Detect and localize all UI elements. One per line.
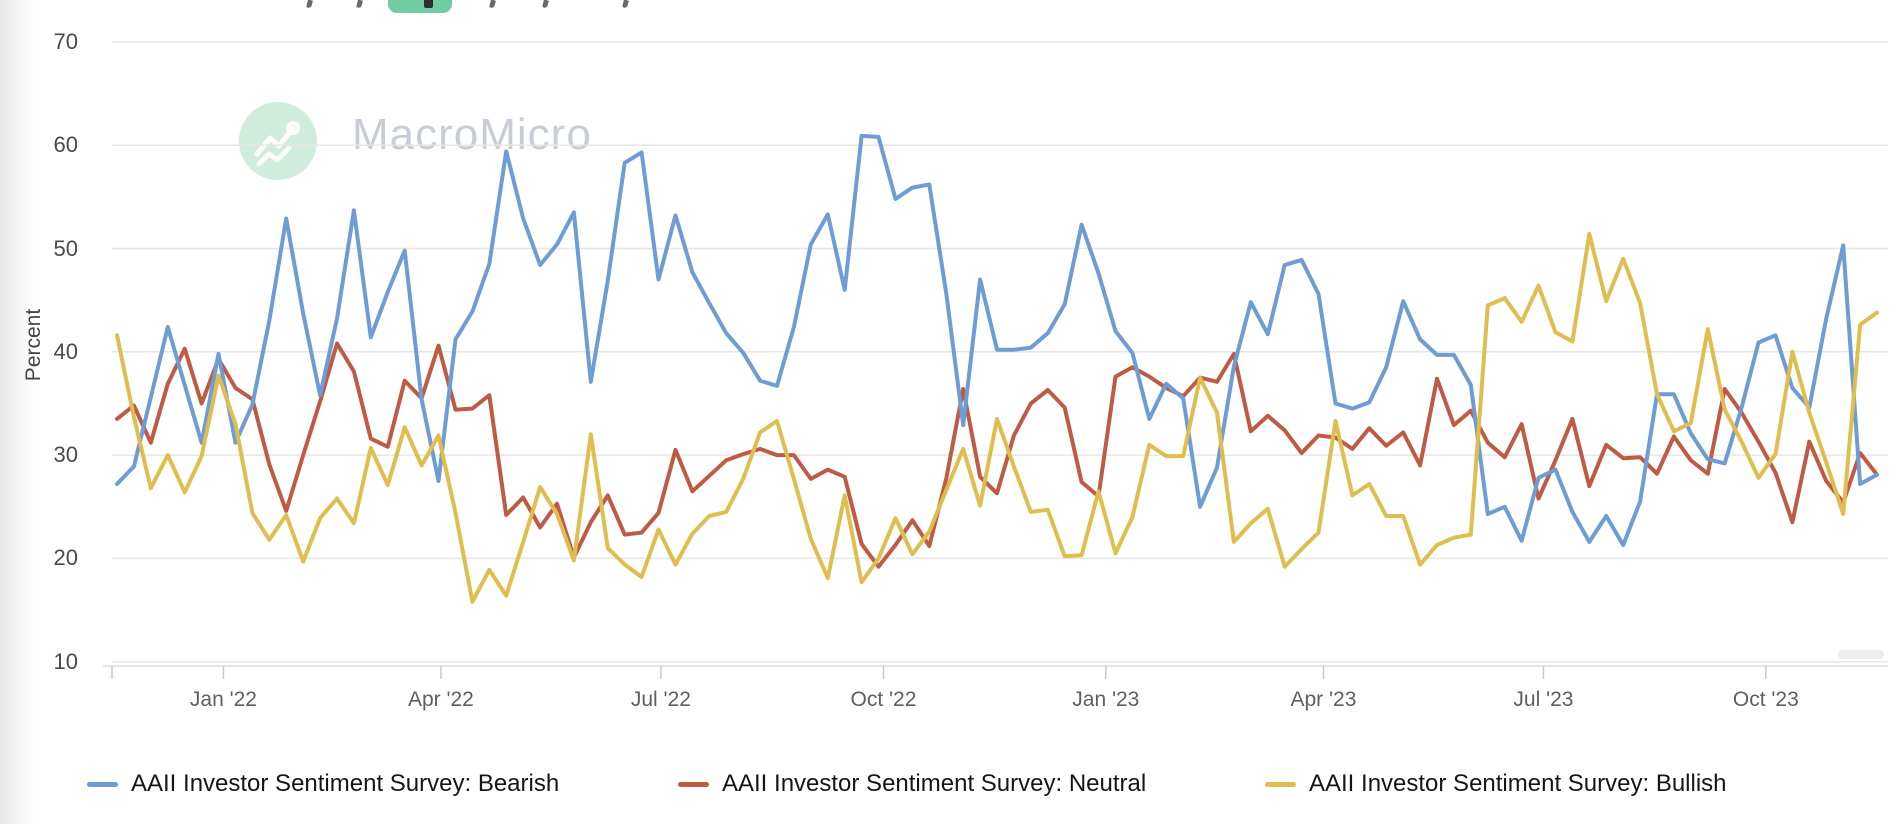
- x-tick-label: Oct '23: [1732, 688, 1799, 711]
- legend-item-bullish[interactable]: AAII Investor Sentiment Survey: Bullish: [1265, 769, 1727, 799]
- x-tick-label: Jul '22: [630, 688, 691, 711]
- x-tick-label: Jan '23: [1072, 688, 1140, 711]
- x-tick-label: Jul '23: [1513, 688, 1574, 711]
- legend-swatch-bullish-icon: [1265, 781, 1296, 787]
- y-tick-label-40: 40: [53, 338, 78, 364]
- series-line-bullish[interactable]: [115, 232, 1879, 604]
- legend-item-bearish[interactable]: AAII Investor Sentiment Survey: Bearish: [87, 769, 559, 799]
- watermark-brand-text: MacroMicro: [352, 110, 592, 159]
- macromicro-logo-icon: [239, 102, 317, 180]
- legend-label-neutral: AAII Investor Sentiment Survey: Neutral: [722, 770, 1147, 797]
- axis-scroll-thumb[interactable]: [1838, 650, 1884, 659]
- legend-item-neutral[interactable]: AAII Investor Sentiment Survey: Neutral: [678, 769, 1146, 799]
- y-tick-label-60: 60: [53, 132, 78, 158]
- range-selected-label-fragment: [424, 0, 433, 8]
- range-selected-button[interactable]: [388, 0, 452, 13]
- x-tick-label: Apr '23: [1290, 688, 1357, 711]
- legend-swatch-bearish-icon: [87, 781, 118, 787]
- y-tick-label-70: 70: [53, 28, 78, 54]
- series-line-neutral[interactable]: [115, 341, 1879, 569]
- legend-label-bearish: AAII Investor Sentiment Survey: Bearish: [131, 770, 560, 797]
- left-edge-gradient: [0, 0, 36, 824]
- legend-label-bullish: AAII Investor Sentiment Survey: Bullish: [1309, 770, 1727, 797]
- y-tick-label-20: 20: [53, 545, 78, 571]
- y-tick-label-50: 50: [53, 235, 78, 261]
- x-tick-label: Jan '22: [189, 688, 257, 711]
- legend-swatch-neutral-icon: [678, 781, 709, 787]
- y-tick-label-30: 30: [53, 442, 78, 468]
- y-tick-label-10: 10: [53, 648, 78, 674]
- x-tick-label: Oct '22: [850, 688, 917, 711]
- series-line-bearish[interactable]: [115, 133, 1879, 547]
- x-tick-label: Apr '22: [407, 688, 474, 711]
- logo-zigzag-icon: [254, 121, 300, 167]
